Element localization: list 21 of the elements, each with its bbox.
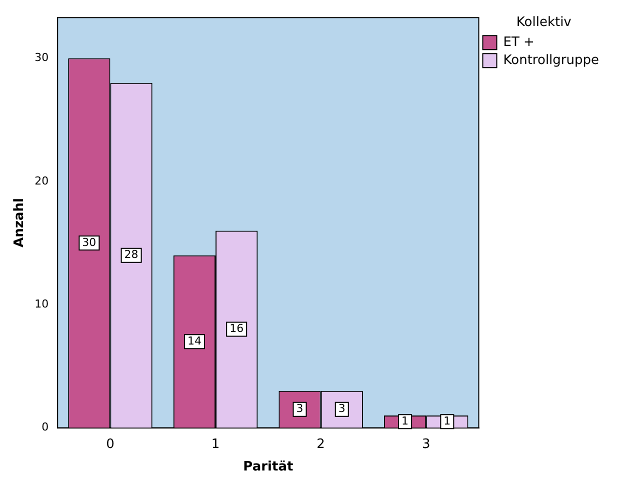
y-axis-title: Anzahl: [12, 198, 28, 248]
data-label: 1: [444, 414, 451, 428]
legend-label: Kontrollgruppe: [503, 52, 600, 68]
x-tick-label: 1: [211, 436, 220, 452]
y-tick-label: 30: [34, 51, 49, 64]
data-label: 30: [82, 236, 96, 249]
y-tick-label: 0: [42, 420, 49, 434]
data-label: 14: [187, 334, 202, 348]
data-label: 16: [230, 322, 244, 336]
x-tick-label: 3: [422, 436, 430, 452]
data-label: 3: [296, 402, 304, 416]
legend-title: Kollektiv: [516, 14, 572, 30]
data-label: 1: [402, 414, 409, 428]
x-axis-title: Parität: [243, 460, 294, 475]
y-tick-label: 10: [34, 297, 49, 310]
data-label: 3: [338, 402, 346, 416]
legend-label: ET +: [503, 34, 534, 50]
data-label: 28: [124, 248, 138, 262]
x-tick-label: 2: [316, 436, 325, 452]
y-tick-label: 20: [34, 174, 49, 188]
x-tick-label: 0: [106, 436, 114, 452]
